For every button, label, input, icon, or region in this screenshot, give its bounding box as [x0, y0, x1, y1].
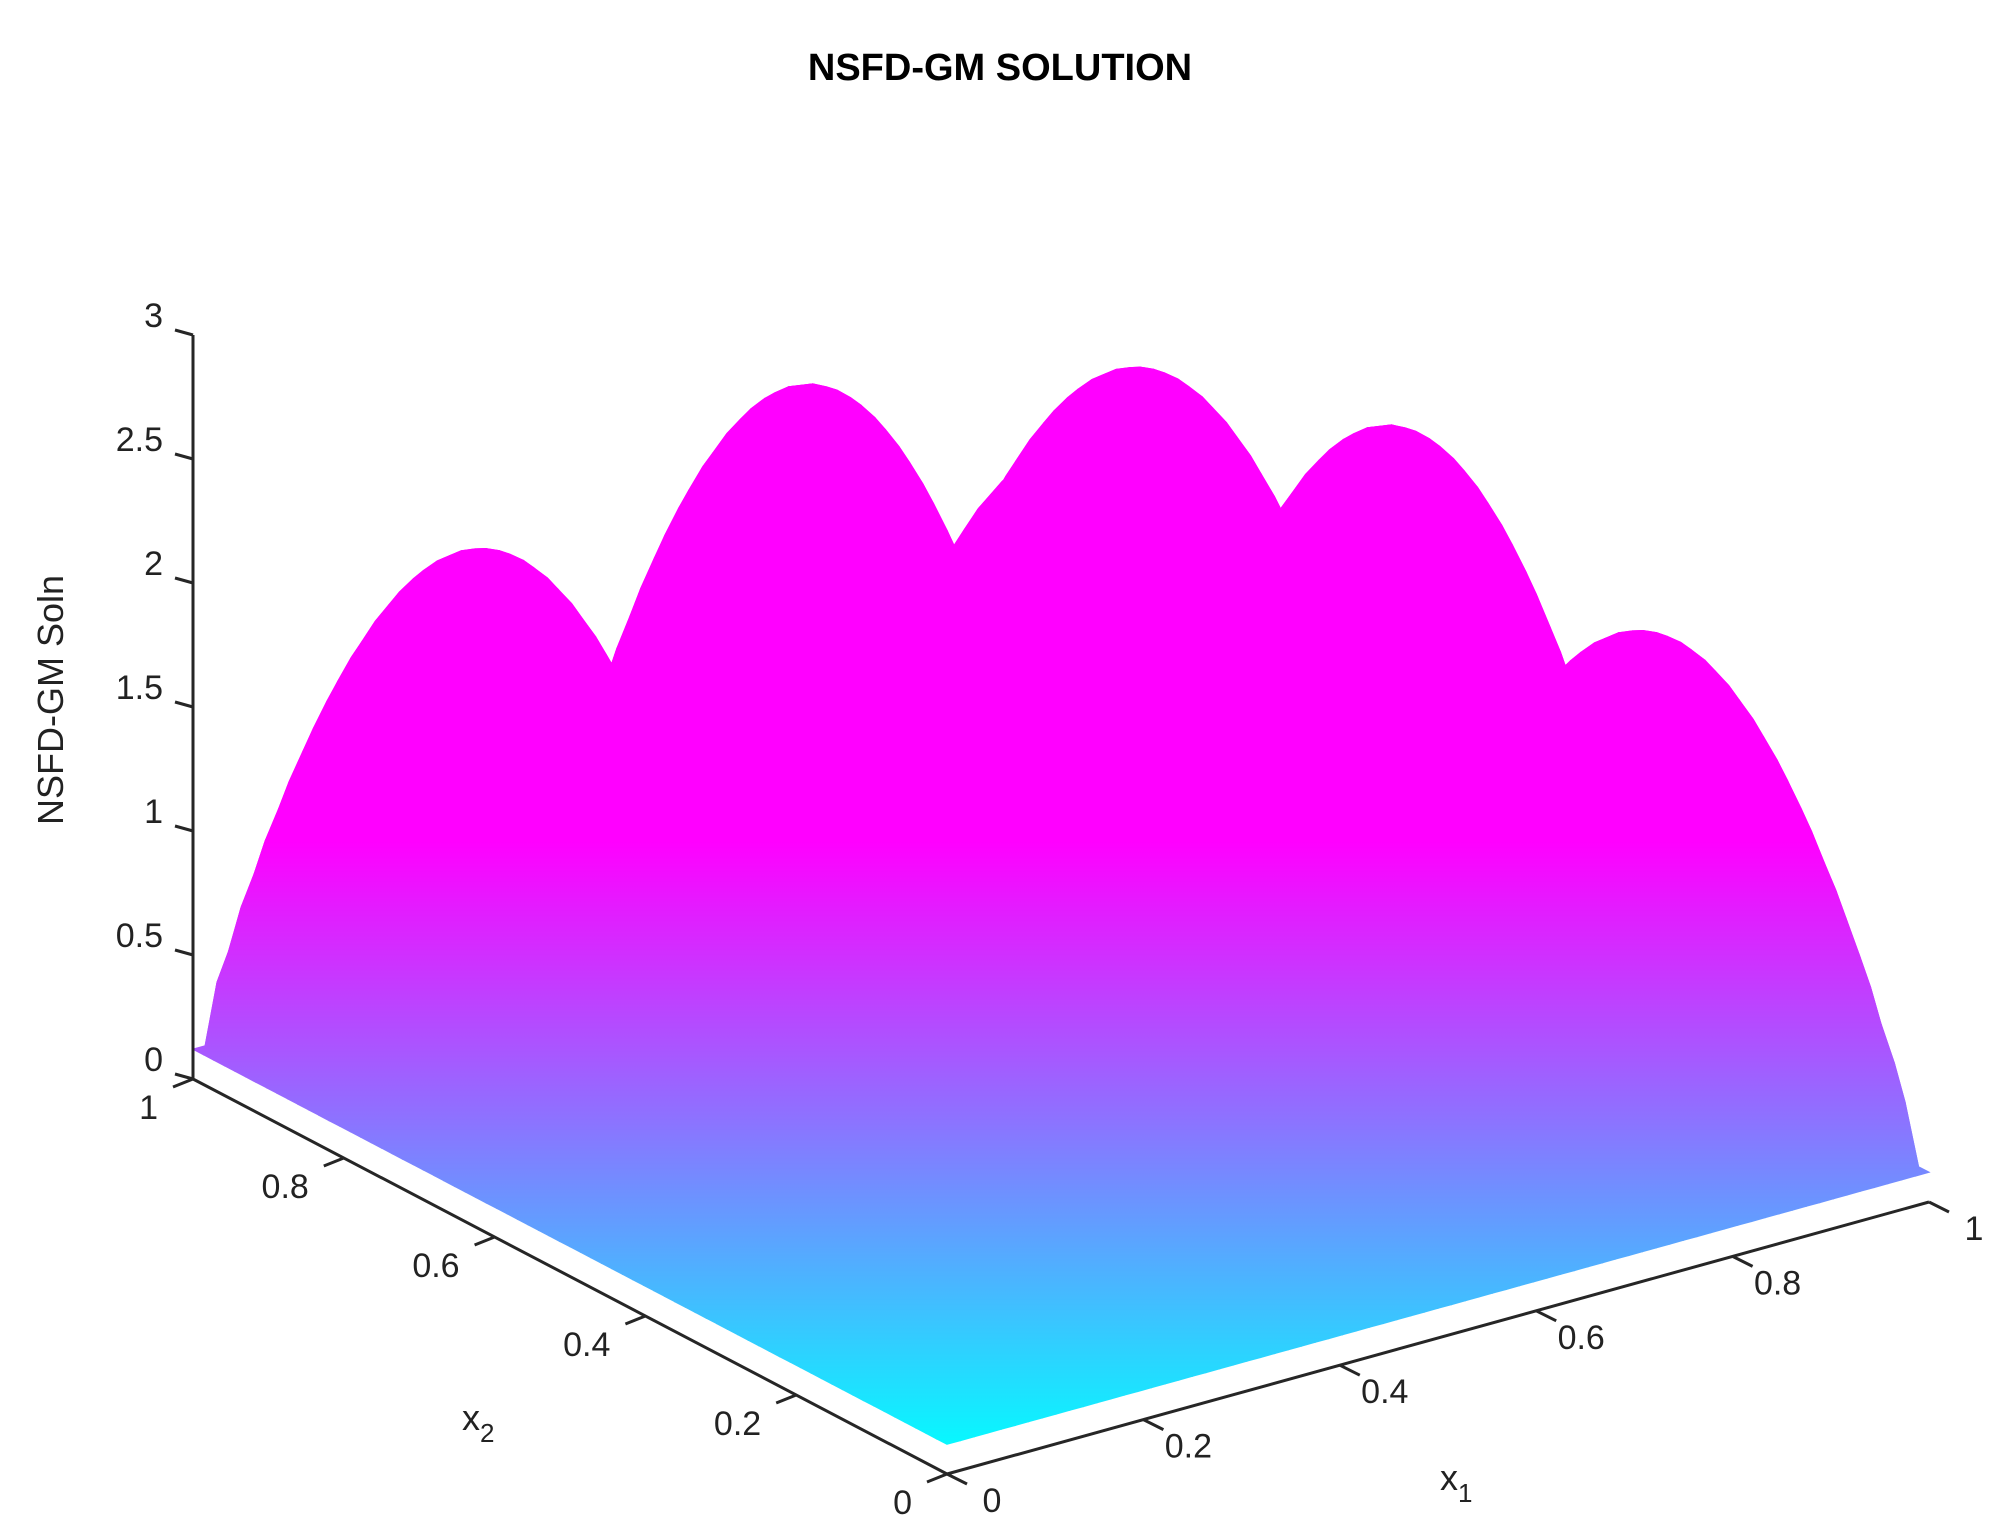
chart-title: NSFD-GM SOLUTION [808, 47, 1192, 89]
surface-mesh [191, 366, 1931, 1445]
